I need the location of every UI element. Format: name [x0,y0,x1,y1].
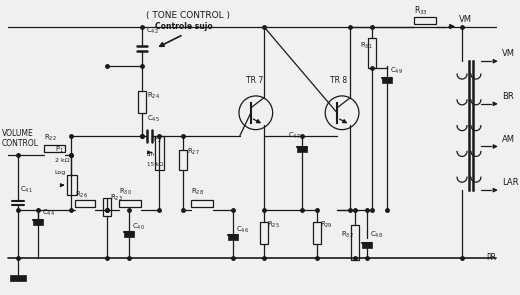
Bar [414,17,436,24]
Bar [119,200,141,207]
Text: Controle sujo: Controle sujo [154,22,212,32]
Text: Log: Log [55,170,66,175]
Text: R$_{28}$: R$_{28}$ [191,187,204,197]
Text: Lin: Lin [147,153,155,158]
Text: C$_{40}$: C$_{40}$ [132,222,145,232]
Bar [314,222,321,244]
Text: PR: PR [486,253,496,263]
Bar [368,38,376,68]
Text: R$_{33}$: R$_{33}$ [414,4,428,17]
Bar [362,243,372,248]
Bar [10,276,26,281]
Bar [138,91,146,113]
Bar [124,232,134,237]
Text: C$_{41}$: C$_{41}$ [20,185,33,195]
Text: R$_{26}$: R$_{26}$ [75,190,88,200]
Text: VM: VM [459,14,472,24]
Text: TR 7: TR 7 [246,76,263,85]
Text: 2 kΩ: 2 kΩ [55,158,69,163]
Text: R$_{32}$: R$_{32}$ [341,230,354,240]
Bar [68,175,77,195]
Text: C$_{45}$: C$_{45}$ [147,114,160,124]
Text: C$_{49}$: C$_{49}$ [389,66,402,76]
Text: R$_{29}$: R$_{29}$ [320,219,333,230]
Text: C$_{46}$: C$_{46}$ [236,224,249,235]
Text: 15 kΩ: 15 kΩ [147,162,163,167]
Text: R$_{27}$: R$_{27}$ [187,147,200,158]
Text: LAR: LAR [502,178,518,187]
Bar [191,200,213,207]
Bar [228,235,238,240]
Text: VM: VM [502,49,515,58]
Text: R$_{22}$: R$_{22}$ [44,132,56,142]
Text: R$_{31}$: R$_{31}$ [360,41,373,51]
Text: R$_{25}$: R$_{25}$ [267,219,279,230]
Bar [103,198,111,216]
Bar [44,145,66,153]
Bar [179,150,187,170]
Bar [260,222,268,244]
Text: ( TONE CONTROL ): ( TONE CONTROL ) [147,11,230,19]
Bar [33,220,43,225]
Text: R$_{24}$: R$_{24}$ [147,91,160,101]
Text: TR 8: TR 8 [330,76,347,85]
Text: AM: AM [502,135,515,143]
Text: P$_2$: P$_2$ [153,135,162,145]
Bar [297,148,307,153]
Text: C$_{48}$: C$_{48}$ [370,230,383,240]
Text: BR: BR [502,92,513,101]
Bar [382,78,392,83]
Text: R$_{23}$: R$_{23}$ [110,193,123,203]
Text: C$_{44}$: C$_{44}$ [42,208,55,218]
Text: C$_{42}$: C$_{42}$ [146,26,159,36]
Bar [351,225,359,260]
Text: C$_{47}$: C$_{47}$ [288,130,300,140]
Text: P$_1$: P$_1$ [55,145,63,155]
Text: VOLUME
CONTROL: VOLUME CONTROL [2,129,39,148]
Bar [154,136,164,170]
Bar [75,200,95,207]
Text: R$_{30}$: R$_{30}$ [119,187,132,197]
